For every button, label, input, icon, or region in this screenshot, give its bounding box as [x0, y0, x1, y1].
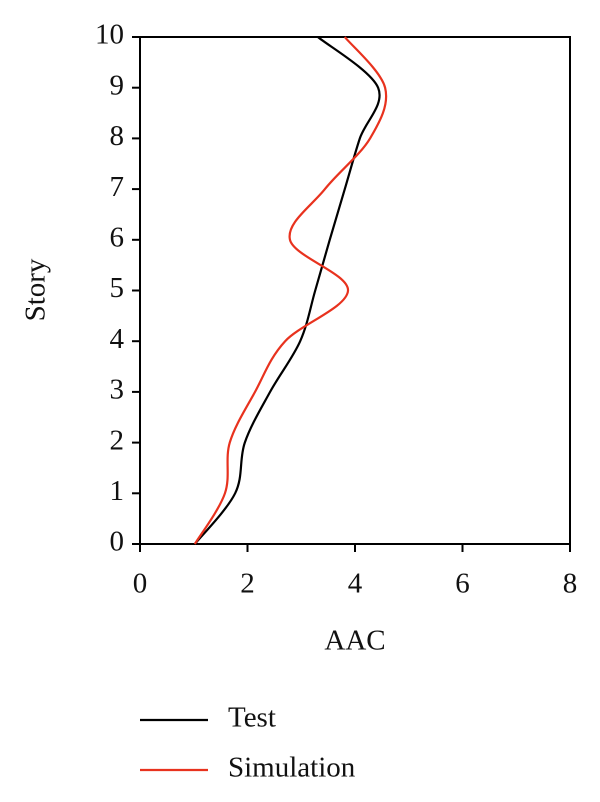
x-tick-label: 4 [348, 568, 363, 600]
x-tick-label: 6 [455, 568, 470, 600]
y-tick-label: 4 [110, 323, 125, 355]
legend-label: Test [228, 702, 276, 734]
y-tick-label: 10 [95, 19, 124, 51]
series-line [193, 36, 381, 545]
y-tick-label: 1 [110, 475, 125, 507]
y-tick-label: 3 [110, 374, 125, 406]
y-tick-label: 0 [110, 526, 125, 558]
x-tick-label: 0 [133, 568, 148, 600]
y-axis-label: Story [20, 258, 52, 321]
y-tick-label: 5 [110, 272, 125, 304]
x-tick-label: 2 [240, 568, 255, 600]
y-tick-label: 6 [110, 221, 125, 253]
x-tick-label: 8 [563, 568, 578, 600]
y-tick-label: 7 [110, 171, 125, 203]
legend-label: Simulation [228, 752, 356, 784]
y-tick-label: 9 [110, 69, 125, 101]
y-tick-label: 8 [110, 120, 125, 152]
series-line [193, 36, 388, 545]
y-tick-label: 2 [110, 424, 125, 456]
plot-frame [139, 36, 571, 545]
x-axis-label: AAC [324, 625, 385, 657]
